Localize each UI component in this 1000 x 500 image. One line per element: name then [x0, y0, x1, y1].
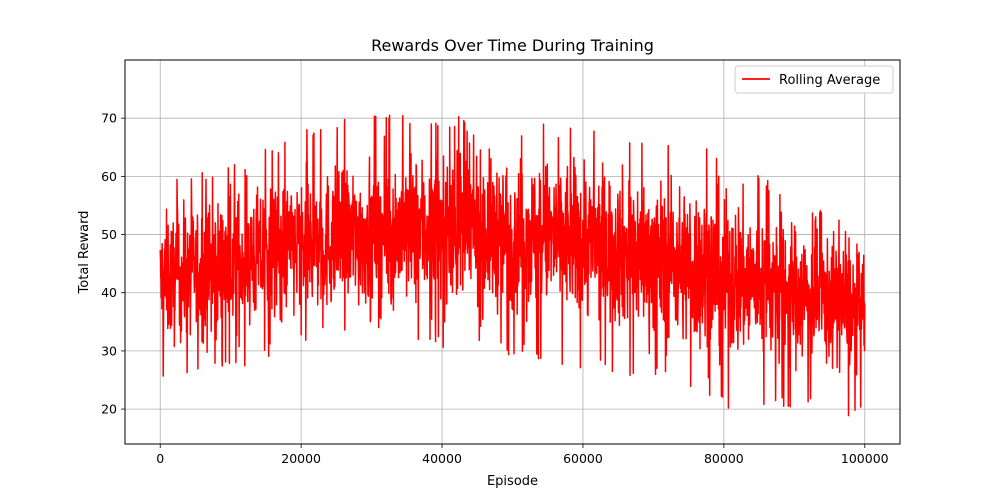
- x-tick-label: 20000: [281, 451, 321, 466]
- x-tick-label: 60000: [563, 451, 603, 466]
- x-axis-label: Episode: [487, 474, 538, 489]
- x-tick-label: 100000: [841, 451, 889, 466]
- x-tick-label: 0: [156, 451, 164, 466]
- ticks: 0 20000 40000 60000 80000 100000 20 30 40 50 60 70: [101, 111, 889, 466]
- y-tick-label: 60: [101, 169, 117, 184]
- y-tick-label: 20: [101, 402, 117, 417]
- y-tick-label: 50: [101, 227, 117, 242]
- x-tick-label: 80000: [704, 451, 744, 466]
- y-tick-label: 40: [101, 285, 117, 300]
- y-axis-label: Total Reward: [77, 211, 92, 295]
- plot-frame: [124, 59, 901, 445]
- legend: Rolling Average: [734, 65, 894, 94]
- legend-label-rolling-average: Rolling Average: [779, 73, 880, 88]
- series-lines: [159, 114, 866, 417]
- series-line-rolling-average: [159, 114, 866, 417]
- chart-title: Rewards Over Time During Training: [371, 36, 654, 55]
- x-tick-label: 40000: [422, 451, 462, 466]
- y-tick-label: 70: [101, 111, 117, 126]
- y-tick-label: 30: [101, 343, 117, 358]
- legend-box: [734, 65, 894, 94]
